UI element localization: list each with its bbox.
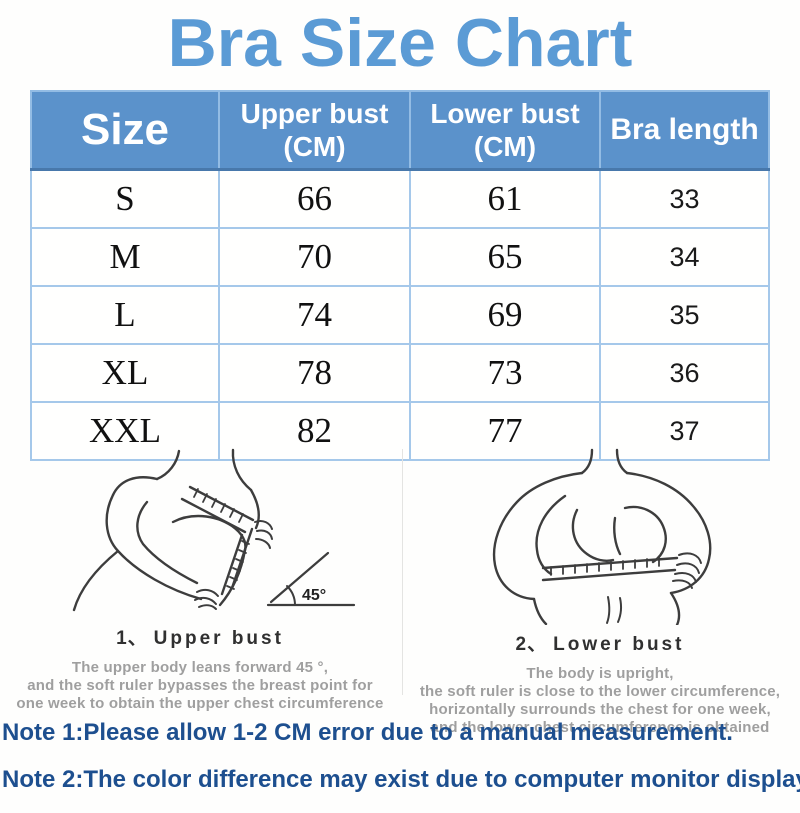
cell-size: M [30,227,220,287]
description-line: and the soft ruler bypasses the breast p… [27,677,373,694]
measuring-tape-ticks [550,557,660,576]
lower-bust-caption: 2、 Lower bust [400,629,800,656]
header-size-label: Size [80,105,170,154]
notes-section: Note 1:Please allow 1-2 CM error due to … [2,719,800,813]
cell-bra-length: 36 [599,343,770,403]
measuring-tape [180,485,255,534]
description-line: horizontally surrounds the chest for one… [429,701,771,718]
upper-bust-measurement-illustration: 45° [72,448,356,612]
angle-45-label: 45° [302,587,326,604]
cell-lower-bust: 77 [409,401,601,461]
table-row: XXL 82 77 37 [30,401,770,461]
step-name: Upper bust [153,628,284,649]
figure-breast-line [623,505,667,564]
note-2: Note 2:The color difference may exist du… [2,766,800,793]
figure-neck-line [580,448,629,475]
description-line: one week to obtain the upper chest circu… [16,695,384,712]
figure-hand [672,552,702,589]
cell-lower-bust: 69 [409,285,601,345]
figure-arm-line [625,471,712,595]
upper-bust-caption: 1、 Upper bust [0,623,400,650]
note-1: Note 1:Please allow 1-2 CM error due to … [2,719,733,746]
lower-bust-measurement-illustration [492,448,712,625]
angle-45-arc [286,585,296,606]
figure-breast-line [571,508,615,562]
figure-neck-line [231,448,253,492]
header-lower-bust-label: Lower bust [430,98,580,129]
cell-upper-bust: 74 [218,285,411,345]
cell-upper-bust: 82 [218,401,411,461]
cell-size: L [30,285,220,345]
cell-lower-bust: 65 [409,227,601,287]
cell-lower-bust: 73 [409,343,601,403]
cell-bra-length: 35 [599,285,770,345]
figure-chest-line [249,488,260,530]
figure-neck-line [155,449,181,481]
size-chart-table: Size Upper bust (CM) Lower bust (CM) Bra… [30,90,770,461]
cell-bra-length: 34 [599,227,770,287]
measurement-guide: 45° 1、 Upper bust The upper body leans fo… [0,447,800,736]
figure-arm-line [535,494,567,576]
figure-breast-line [171,514,247,552]
header-upper-bust-label: Upper bust [240,98,389,129]
step-name: Lower bust [553,634,685,655]
figure-navel-line [606,596,623,624]
upper-bust-description: The upper body leans forward 45 °, and t… [0,659,400,713]
figure-chest-line [613,516,622,556]
header-upper-bust: Upper bust (CM) [218,90,411,171]
figure-waist-line [532,591,681,625]
cell-size: XXL [30,401,220,461]
header-row: Size Upper bust (CM) Lower bust (CM) Bra… [30,90,770,171]
description-line: the soft ruler is close to the lower cir… [419,683,781,700]
figure-back-line [72,549,120,612]
table-row: M 70 65 34 [30,227,770,287]
header-lower-bust-unit: (CM) [473,131,537,162]
cell-upper-bust: 66 [218,168,411,229]
cell-upper-bust: 78 [218,343,411,403]
panel-divider [402,449,403,695]
cell-bra-length: 37 [599,401,770,461]
figure-arm-line [136,500,199,585]
angle-45-lines [266,551,356,607]
measuring-tape [541,556,679,582]
header-bra-length-label: Bra length [610,113,759,146]
measuring-tape-ticks [193,488,244,523]
cell-size: XL [30,343,220,403]
header-size: Size [30,90,220,171]
figure-hand [194,588,219,610]
figure-arm-line [105,493,203,601]
cell-bra-length: 33 [599,168,770,229]
cell-upper-bust: 70 [218,227,411,287]
figure-arm-line [492,471,584,601]
description-line: The body is upright, [526,665,674,682]
description-line: The upper body leans forward 45 °, [71,659,329,676]
header-upper-bust-unit: (CM) [283,131,346,162]
header-bra-length: Bra length [599,90,770,171]
upper-bust-panel: 45° 1、 Upper bust The upper body leans fo… [0,447,400,717]
table-row: S 66 61 33 [30,168,770,229]
measuring-tape-ticks [226,540,250,590]
measuring-tape [220,527,254,596]
description-line: and the lower chest circumference is obt… [430,719,770,736]
table-row: XL 78 73 36 [30,343,770,403]
lower-bust-description: The body is upright, the soft ruler is c… [400,665,800,737]
step-number: 1、 [116,628,148,649]
step-number: 2、 [515,634,548,655]
table-row: L 74 69 35 [30,285,770,345]
header-lower-bust: Lower bust (CM) [409,90,601,171]
figure-hand [254,519,273,549]
cell-lower-bust: 61 [409,168,601,229]
cell-size: S [30,168,220,229]
lower-bust-panel: 2、 Lower bust The body is upright, the so… [400,447,800,736]
page-title: Bra Size Chart [167,5,633,81]
figure-shoulder-line [111,476,159,497]
